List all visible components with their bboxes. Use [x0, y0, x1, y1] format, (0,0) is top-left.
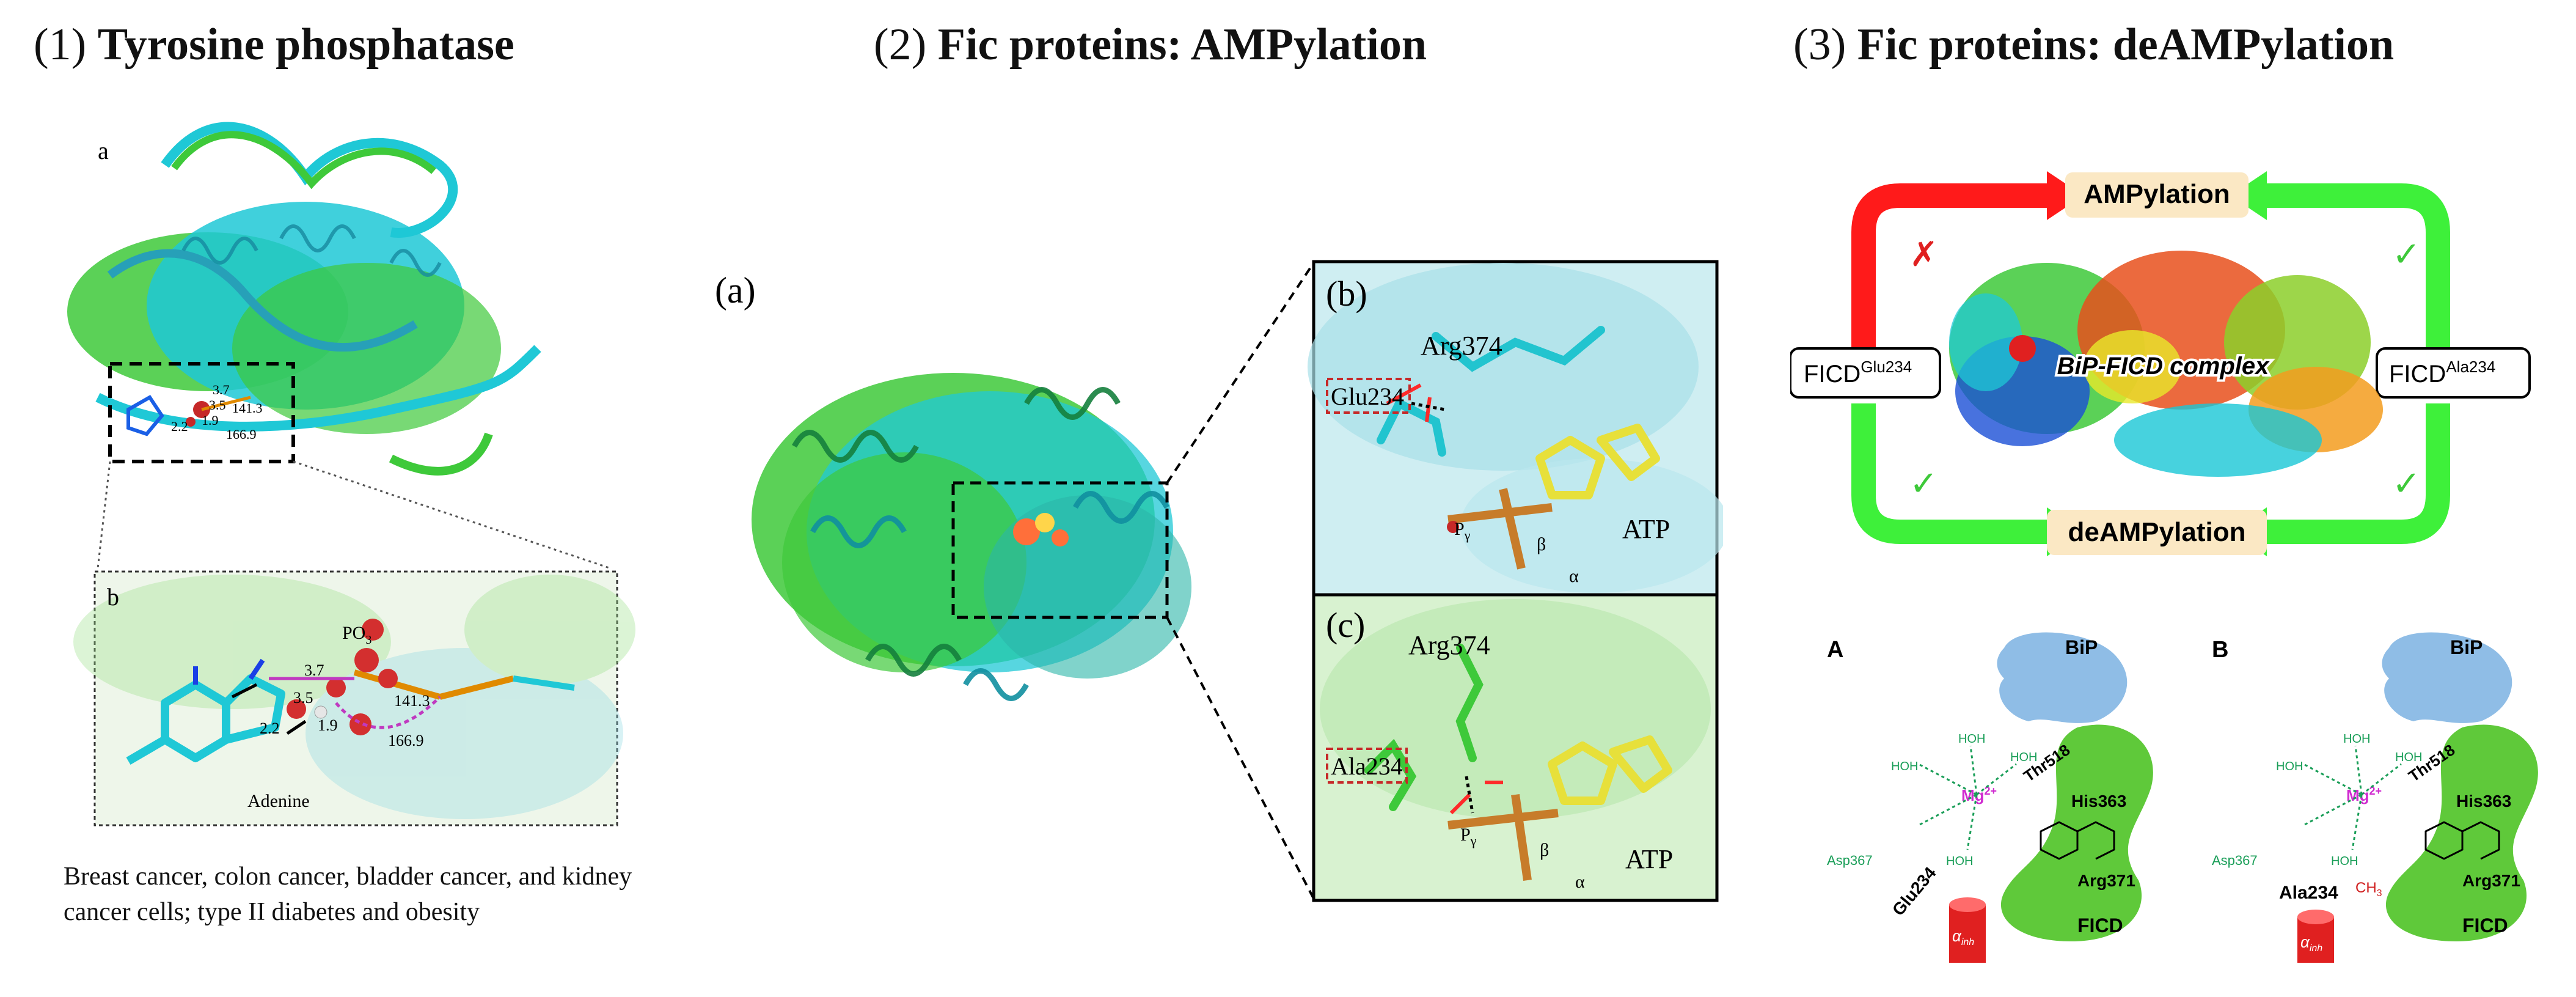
mech-B-ala: Ala234 — [2279, 883, 2338, 903]
panel2-figure: (a) — [715, 260, 1723, 902]
phosphatase-structure — [67, 122, 541, 476]
inset-c — [1312, 593, 1719, 902]
zoom-3-7: 3.7 — [304, 661, 324, 679]
ficd-ala-label: FICDAla234 — [2389, 358, 2495, 388]
inset-166: 166.9 — [226, 427, 257, 442]
b-pgamma: Pγ — [1454, 519, 1471, 543]
mech-B-arg: Arg371 — [2462, 871, 2520, 890]
mech-B-hoh1: HOH — [2276, 760, 2303, 773]
mech-A-label: A — [1827, 637, 1843, 663]
ampylation-label: AMPylation — [2084, 179, 2230, 209]
mech-A-hoh2: HOH — [1958, 732, 1985, 746]
mech-B-hoh4: HOH — [2331, 855, 2358, 868]
zoom-166-9: 166.9 — [388, 732, 424, 749]
ficd-glu-label: FICDGlu234 — [1804, 358, 1912, 388]
mech-B-hoh3: HOH — [2395, 751, 2422, 764]
green-arrow-bottom-left — [1851, 403, 2053, 544]
ficd-glu-box — [1790, 347, 1941, 399]
mech-A-arg: Arg371 — [2077, 871, 2135, 890]
mech-A-alpha: αinh — [1952, 927, 1974, 947]
inset-2-2: 2.2 — [171, 419, 188, 434]
bip-ficd-complex — [1949, 251, 2383, 477]
mech-A-hoh4: HOH — [1946, 855, 1973, 868]
mechanism-A: A BiP FICD Mg2+ HOH HOH HOH HOH Thr518 H… — [1827, 632, 2153, 963]
ficd-ala-box — [2376, 347, 2531, 399]
mech-A-glu: Glu234 — [1889, 863, 1940, 919]
c-beta: β — [1540, 840, 1549, 860]
mech-B-mg: Mg2+ — [2346, 785, 2382, 804]
b-alpha: α — [1569, 566, 1579, 586]
panel1-label-b: b — [107, 583, 119, 611]
panel2-title: (2) Fic proteins: AMPylation — [874, 20, 1427, 70]
c-pgamma: Pγ — [1460, 825, 1477, 848]
inset-active-site — [126, 395, 251, 436]
alpha-cylinder-A — [1949, 897, 1986, 963]
panel2-label-a: (a) — [715, 270, 756, 311]
po3-label: PO3 — [342, 623, 371, 647]
c-arg374: Arg374 — [1408, 630, 1490, 660]
inset-box — [108, 362, 295, 463]
zoom-2-2: 2.2 — [260, 719, 280, 737]
cross-mark: ✗ — [1909, 235, 1938, 273]
deampylation-label: deAMPylation — [2068, 517, 2246, 547]
mech-B-hoh2: HOH — [2343, 732, 2370, 746]
mech-A-hoh3: HOH — [2010, 751, 2037, 764]
bip-shape-A — [1997, 632, 2128, 723]
active-site-box — [951, 481, 1169, 619]
green-arrow-bottom-right — [2261, 403, 2450, 544]
panel1-caption: Breast cancer, colon cancer, bladder can… — [64, 863, 632, 926]
inset-b — [1308, 260, 1723, 597]
mech-B-ficd: FICD — [2462, 914, 2508, 936]
deampylation-pill — [2047, 510, 2267, 555]
inset-141: 141.3 — [232, 400, 263, 416]
panel1-title: (1) Tyrosine phosphatase — [34, 20, 514, 70]
mech-B-alpha: αinh — [2300, 933, 2322, 954]
cycle-diagram: AMPylation deAMPylation ✗ ✓ ✓ ✓ FICDGlu2… — [1790, 171, 2531, 556]
panel1-figure: a 3.7 3.5 1.9 2.2 141.3 166.9 b Adenine — [67, 122, 635, 826]
b-atp: ATP — [1622, 514, 1670, 544]
panel2-label-c: (c) — [1326, 605, 1365, 645]
mech-A-ficd: FICD — [2077, 914, 2123, 936]
panel2-label-b: (b) — [1326, 274, 1367, 314]
panel3-title: (3) Fic proteins: deAMPylation — [1793, 20, 2395, 70]
check-mark-bl: ✓ — [1909, 464, 1938, 502]
b-arg374: Arg374 — [1421, 331, 1502, 361]
bip-shape-B — [2382, 632, 2512, 723]
ampylation-pill — [2065, 172, 2249, 218]
mech-B-his: His363 — [2456, 792, 2511, 811]
inset-1-9: 1.9 — [202, 413, 219, 428]
zoom-1-9: 1.9 — [318, 716, 338, 734]
zoom-background-ribbons — [73, 575, 635, 819]
mech-B-asp: Asp367 — [2212, 853, 2258, 868]
zoom-3-5: 3.5 — [293, 689, 313, 707]
mech-A-asp: Asp367 — [1827, 853, 1873, 868]
panel1-label-a: a — [98, 137, 109, 164]
c-alpha: α — [1575, 872, 1585, 892]
red-cycle-arrow — [1851, 183, 2053, 348]
mech-B-ch3: CH3 — [2355, 880, 2382, 899]
check-mark-br: ✓ — [2392, 464, 2421, 502]
b-glu234: Glu234 — [1331, 383, 1404, 410]
fic-structure — [752, 373, 1191, 701]
mech-B-bip: BiP — [2450, 636, 2483, 658]
check-mark-tr: ✓ — [2392, 235, 2421, 273]
mech-A-mg: Mg2+ — [1961, 785, 1997, 804]
c-ala234: Ala234 — [1331, 752, 1403, 780]
b-beta: β — [1537, 534, 1546, 554]
adenine-label: Adenine — [247, 791, 310, 811]
mech-A-his: His363 — [2071, 792, 2126, 811]
mech-A-hoh1: HOH — [1891, 760, 1918, 773]
inset-3-5: 3.5 — [209, 397, 226, 413]
zoom-141-3: 141.3 — [394, 692, 430, 710]
mech-B-label: B — [2212, 637, 2228, 663]
mechanism-B: B BiP FICD Mg2+ HOH HOH HOH HOH Thr518 H… — [2212, 632, 2538, 963]
green-arrow-top-right — [2261, 183, 2450, 348]
zoom-box-b — [93, 570, 618, 826]
alpha-cylinder-B — [2297, 910, 2334, 963]
phosphate-group — [231, 619, 575, 735]
complex-label: BiP-FICD complex — [2057, 353, 2270, 380]
inset-3-7: 3.7 — [213, 382, 230, 397]
c-atp: ATP — [1625, 844, 1673, 874]
mech-A-bip: BiP — [2065, 636, 2098, 658]
